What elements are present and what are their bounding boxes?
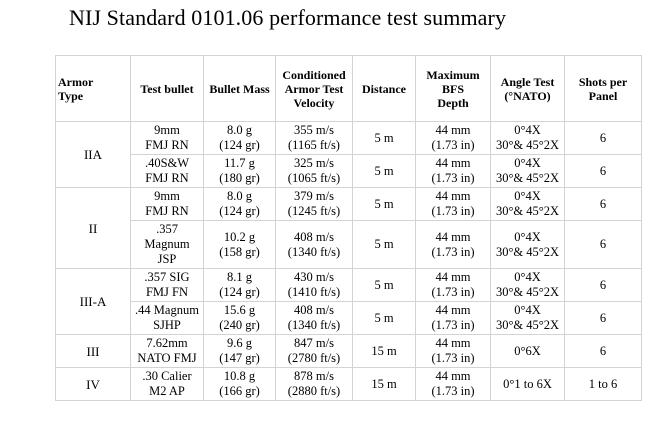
table-row: IV .30 Calier M2 AP 10.8 g (166 gr) 878 …: [55, 367, 642, 401]
shots-cell: 6: [564, 268, 642, 302]
shots-cell: 6: [564, 334, 642, 368]
angle-cell: 0°4X 30°& 45°2X: [490, 121, 565, 155]
bfs-cell: 44 mm (1.73 in): [415, 367, 491, 401]
bullet-cell: .357 Magnum JSP: [130, 220, 204, 269]
shots-cell: 1 to 6: [564, 367, 642, 401]
header-row: Armor Type Test bullet Bullet Mass Condi…: [55, 55, 642, 122]
angle-cell: 0°4X 30°& 45°2X: [490, 154, 565, 188]
distance-cell: 15 m: [352, 334, 416, 368]
bfs-cell: 44 mm (1.73 in): [415, 220, 491, 269]
mass-cell: 15.6 g (240 gr): [203, 301, 276, 335]
mass-cell: 9.6 g (147 gr): [203, 334, 276, 368]
page-title: NIJ Standard 0101.06 performance test su…: [69, 5, 507, 30]
header-angle-test: Angle Test (°NATO): [490, 55, 565, 122]
bullet-cell: .30 Calier M2 AP: [130, 367, 204, 401]
mass-cell: 11.7 g (180 gr): [203, 154, 276, 188]
mass-cell: 8.1 g (124 gr): [203, 268, 276, 302]
shots-cell: 6: [564, 187, 642, 221]
bfs-cell: 44 mm (1.73 in): [415, 121, 491, 155]
angle-cell: 0°1 to 6X: [490, 367, 565, 401]
bfs-cell: 44 mm (1.73 in): [415, 301, 491, 335]
table-row: III-A .357 SIG FMJ FN 8.1 g (124 gr) 430…: [55, 268, 642, 335]
table-row: II 9mm FMJ RN 8.0 g (124 gr) 379 m/s (12…: [55, 187, 642, 269]
table-row: .357 Magnum JSP 10.2 g (158 gr) 408 m/s …: [56, 220, 642, 269]
velocity-cell: 355 m/s (1165 ft/s): [275, 121, 353, 155]
header-max-bfs-depth: Maximum BFS Depth: [415, 55, 491, 122]
distance-cell: 15 m: [352, 367, 416, 401]
angle-cell: 0°6X: [490, 334, 565, 368]
armor-type-cell: IV: [55, 367, 131, 401]
bullet-cell: 9mm FMJ RN: [130, 121, 204, 155]
distance-cell: 5 m: [352, 121, 416, 155]
bfs-cell: 44 mm (1.73 in): [415, 187, 491, 221]
shots-cell: 6: [564, 220, 642, 269]
angle-cell: 0°4X 30°& 45°2X: [490, 187, 565, 221]
table-row: IIA 9mm FMJ RN 8.0 g (124 gr) 355 m/s (1…: [55, 121, 642, 188]
shots-cell: 6: [564, 301, 642, 335]
performance-table: Armor Type Test bullet Bullet Mass Condi…: [55, 55, 642, 401]
distance-cell: 5 m: [352, 301, 416, 335]
table-row: III 7.62mm NATO FMJ 9.6 g (147 gr) 847 m…: [55, 334, 642, 368]
mass-cell: 8.0 g (124 gr): [203, 187, 276, 221]
bfs-cell: 44 mm (1.73 in): [415, 154, 491, 188]
table-row: .40S&W FMJ RN 11.7 g (180 gr) 325 m/s (1…: [56, 154, 642, 188]
mass-cell: 10.2 g (158 gr): [203, 220, 276, 269]
bullet-cell: .44 Magnum SJHP: [130, 301, 204, 335]
velocity-cell: 430 m/s (1410 ft/s): [275, 268, 353, 302]
armor-type-cell: III: [55, 334, 131, 368]
velocity-cell: 379 m/s (1245 ft/s): [275, 187, 353, 221]
bullet-cell: 9mm FMJ RN: [130, 187, 204, 221]
header-test-bullet: Test bullet: [130, 55, 204, 122]
velocity-cell: 847 m/s (2780 ft/s): [275, 334, 353, 368]
mass-cell: 8.0 g (124 gr): [203, 121, 276, 155]
bfs-cell: 44 mm (1.73 in): [415, 334, 491, 368]
distance-cell: 5 m: [352, 154, 416, 188]
angle-cell: 0°4X 30°& 45°2X: [490, 268, 565, 302]
bullet-cell: 7.62mm NATO FMJ: [130, 334, 204, 368]
shots-cell: 6: [564, 154, 642, 188]
bullet-cell: .357 SIG FMJ FN: [130, 268, 204, 302]
angle-cell: 0°4X 30°& 45°2X: [490, 220, 565, 269]
distance-cell: 5 m: [352, 268, 416, 302]
header-armor-type: Armor Type: [55, 55, 131, 122]
angle-cell: 0°4X 30°& 45°2X: [490, 301, 565, 335]
mass-cell: 10.8 g (166 gr): [203, 367, 276, 401]
velocity-cell: 408 m/s (1340 ft/s): [275, 301, 353, 335]
header-shots-per-panel: Shots per Panel: [564, 55, 642, 122]
velocity-cell: 408 m/s (1340 ft/s): [275, 220, 353, 269]
table-row: .44 Magnum SJHP 15.6 g (240 gr) 408 m/s …: [56, 301, 642, 335]
distance-cell: 5 m: [352, 220, 416, 269]
header-conditioned-velocity: Conditioned Armor Test Velocity: [275, 55, 353, 122]
header-distance: Distance: [352, 55, 416, 122]
velocity-cell: 878 m/s (2880 ft/s): [275, 367, 353, 401]
shots-cell: 6: [564, 121, 642, 155]
armor-type-cell: III-A: [55, 268, 131, 335]
header-bullet-mass: Bullet Mass: [203, 55, 276, 122]
bullet-cell: .40S&W FMJ RN: [130, 154, 204, 188]
armor-type-cell: IIA: [55, 121, 131, 188]
armor-type-cell: II: [55, 187, 131, 269]
distance-cell: 5 m: [352, 187, 416, 221]
bfs-cell: 44 mm (1.73 in): [415, 268, 491, 302]
velocity-cell: 325 m/s (1065 ft/s): [275, 154, 353, 188]
